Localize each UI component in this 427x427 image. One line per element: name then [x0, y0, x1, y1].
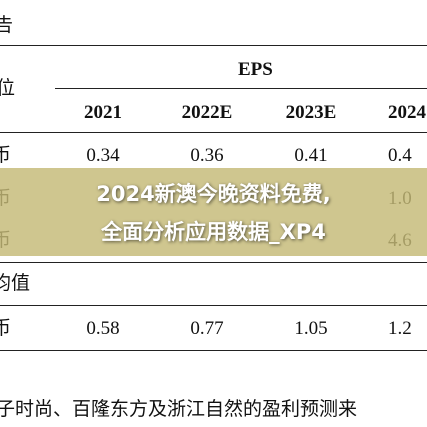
- cell: 0.77: [190, 318, 224, 339]
- cell: 1.05: [294, 318, 328, 339]
- cell: 1.2: [388, 318, 412, 339]
- row-label: 币: [0, 318, 12, 339]
- rule: [55, 88, 427, 89]
- cell: 0.36: [190, 145, 224, 166]
- group-header: EPS: [238, 59, 273, 80]
- section-label: 均值: [0, 273, 31, 294]
- corner-label: 告: [0, 15, 14, 36]
- column-header: 2021: [84, 102, 122, 123]
- banner: [0, 168, 427, 256]
- rule: [0, 132, 427, 133]
- cell: 0.4: [388, 145, 412, 166]
- unit-label: 位: [0, 78, 16, 99]
- column-header: 2024: [388, 102, 426, 123]
- column-header: 2022E: [181, 102, 233, 123]
- footnote: 子时尚、百隆东方及浙江自然的盈利预测来: [0, 399, 358, 420]
- rule: [0, 350, 427, 351]
- column-header: 2023E: [285, 102, 337, 123]
- rule: [0, 45, 427, 46]
- rule: [0, 305, 427, 306]
- rule: [0, 262, 427, 263]
- cell: 0.34: [86, 145, 120, 166]
- cell: 0.41: [294, 145, 328, 166]
- cell: 0.58: [86, 318, 120, 339]
- banner-text: 2024新澳今晚资料免费,: [96, 182, 331, 206]
- banner-text: 全面分析应用数据_XP4: [101, 220, 326, 244]
- row-label: 币: [0, 145, 12, 166]
